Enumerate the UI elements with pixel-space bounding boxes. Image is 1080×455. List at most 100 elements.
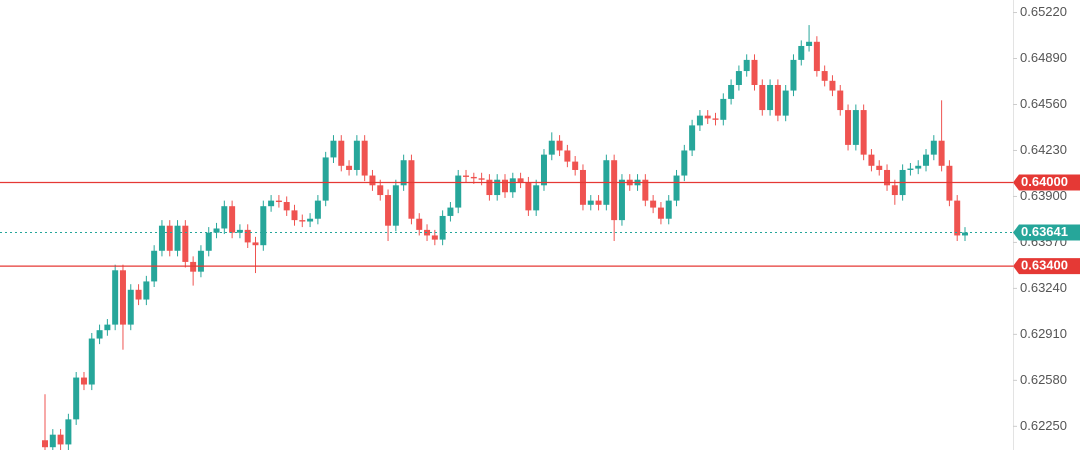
candle-body (868, 154, 875, 166)
candle-body (65, 419, 72, 445)
candle-body (548, 140, 555, 155)
candle-body (143, 281, 150, 300)
candle-body (346, 165, 353, 170)
candle-body (470, 176, 477, 179)
candle-body (158, 225, 165, 251)
candle-body (782, 90, 789, 116)
candle-body (260, 206, 267, 246)
candle-body (112, 270, 119, 325)
candle-body (268, 200, 275, 207)
candle-body (579, 169, 586, 205)
y-tick-label: 0.62910 (1020, 326, 1067, 341)
candle-body (197, 250, 204, 272)
y-tick-label: 0.63240 (1020, 280, 1067, 295)
candle-body (962, 232, 968, 236)
candle-body (790, 59, 797, 91)
candle-body (244, 229, 251, 243)
candle-body (307, 218, 314, 222)
candle-body (486, 179, 493, 196)
price-label-box (1013, 174, 1080, 191)
candle-body (829, 80, 836, 91)
candle-body (517, 178, 524, 183)
candle-body (96, 330, 103, 339)
candle-body (49, 434, 56, 448)
candle-body (127, 289, 134, 325)
candle-body (463, 175, 470, 177)
candle-body (673, 175, 680, 201)
candle-body (767, 84, 774, 111)
candle-body (884, 169, 891, 186)
candle-body (595, 200, 602, 205)
candle-body (564, 150, 571, 162)
candle-body (291, 210, 298, 221)
candle-body (665, 200, 672, 219)
candle-body (852, 110, 859, 145)
candle-body (642, 179, 649, 201)
candle-body (353, 140, 360, 170)
candle-body (720, 98, 727, 120)
candle-body (907, 168, 914, 170)
candle-body (104, 324, 111, 331)
candle-body (431, 235, 438, 240)
candle-body (330, 140, 337, 158)
candle-body (408, 160, 415, 219)
candle-body (252, 242, 259, 246)
candle-body (946, 165, 953, 201)
candle-body (478, 178, 485, 180)
y-tick-label: 0.65220 (1020, 4, 1067, 19)
y-tick-label: 0.64890 (1020, 50, 1067, 65)
candle-body (806, 41, 813, 46)
candle-body (385, 195, 392, 226)
candle-body (299, 220, 306, 222)
candle-body (712, 118, 719, 120)
candle-body (205, 232, 212, 251)
y-tick-label: 0.62580 (1020, 372, 1067, 387)
candle-body (845, 110, 852, 145)
candle-body (751, 59, 758, 85)
candle-body (455, 175, 462, 208)
candle-body (556, 140, 563, 151)
price-label-box (1013, 258, 1080, 275)
candle-body (275, 200, 282, 203)
candle-body (954, 200, 961, 236)
candle-body (166, 225, 173, 251)
candle-body (73, 377, 80, 420)
candle-body (283, 202, 290, 211)
candle-body (322, 157, 329, 201)
price-label: 0.64000 (1021, 174, 1068, 189)
y-tick-label: 0.63900 (1020, 188, 1067, 203)
candle-body (190, 261, 197, 272)
candle-body (689, 125, 696, 151)
candle-body (704, 115, 711, 119)
candle-body (80, 377, 87, 385)
candle-body (525, 182, 532, 211)
candle-body (650, 200, 657, 208)
candle-body (728, 84, 735, 99)
candle-body (400, 160, 407, 186)
y-tick-label: 0.64560 (1020, 96, 1067, 111)
candle-body (821, 71, 828, 81)
candle-body (182, 225, 189, 262)
candle-body (923, 154, 930, 166)
candle-body (813, 41, 820, 72)
candle-body (611, 160, 618, 221)
candle-body (221, 206, 228, 229)
candle-body (135, 289, 142, 300)
candle-body (447, 207, 454, 216)
candle-body (572, 161, 579, 170)
candle-body (119, 270, 126, 325)
candle-body (681, 150, 688, 176)
candle-body (424, 229, 431, 236)
y-tick-label: 0.62250 (1020, 418, 1067, 433)
y-tick-label: 0.64230 (1020, 142, 1067, 157)
candle-body (416, 218, 423, 230)
candle-body (174, 225, 181, 251)
candle-body (837, 90, 844, 111)
candle-body (540, 154, 547, 186)
candle-body (369, 175, 376, 186)
candle-body (377, 185, 384, 196)
candle-body (860, 110, 867, 155)
candle-body (743, 59, 750, 72)
candle-body (88, 338, 95, 385)
